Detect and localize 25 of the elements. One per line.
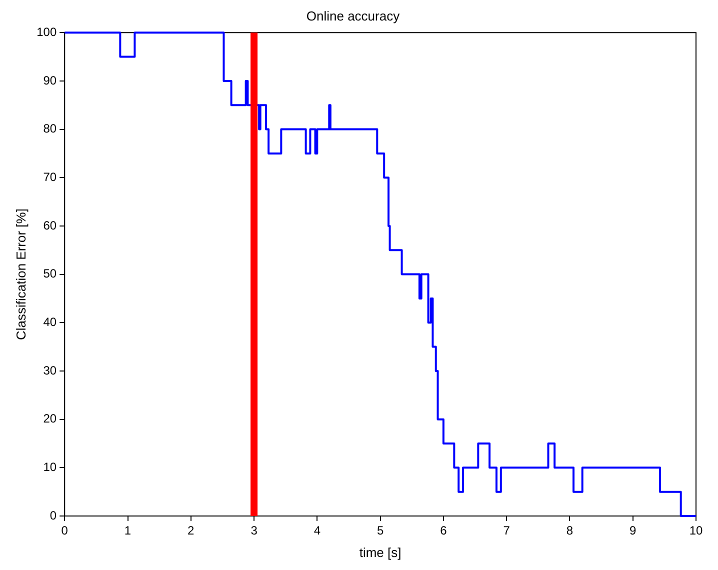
x-tick-label: 3 [250,524,258,538]
y-tick-label: 40 [43,314,57,329]
x-tick-label: 10 [689,524,703,538]
x-tick-label: 7 [503,524,510,538]
x-tick-label: 8 [566,524,574,538]
y-axis-title: Classification Error [%] [13,208,28,340]
x-tick-label: 1 [124,524,132,538]
x-tick-label: 0 [61,524,68,538]
y-tick-label: 20 [43,412,57,426]
y-tick-label: 70 [43,170,57,184]
y-tick-label: 0 [50,508,57,522]
y-tick-label: 60 [43,218,57,232]
x-axis-title: time [s] [359,544,402,560]
y-tick-label: 50 [43,266,57,281]
y-tick-label: 10 [43,460,57,474]
x-tick-label: 9 [630,524,637,538]
y-tick-label: 80 [43,122,57,136]
y-tick-label: 100 [36,24,57,39]
x-tick-label: 5 [376,524,384,538]
x-tick-label: 6 [440,524,448,538]
y-tick-label: 90 [43,73,57,88]
y-tick-label: 30 [43,363,57,378]
x-tick-label: 4 [314,524,321,538]
chart-title: Online accuracy [306,8,400,24]
x-tick-label: 2 [188,524,195,538]
